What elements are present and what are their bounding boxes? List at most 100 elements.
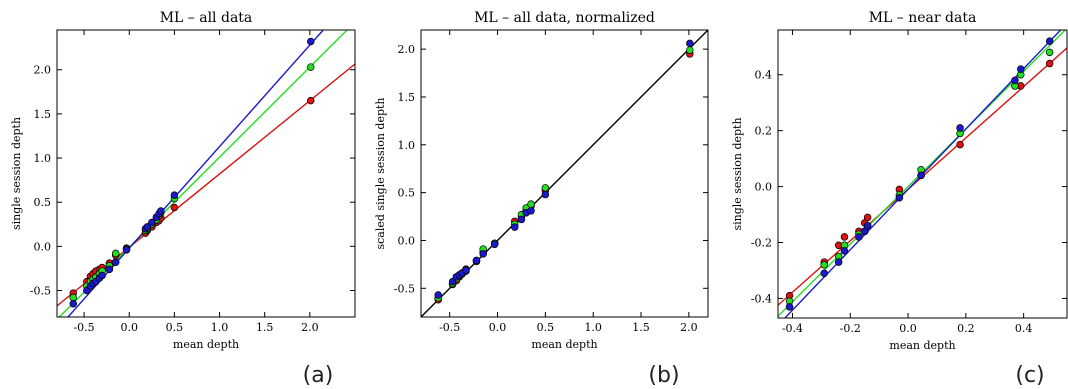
blue-data-point bbox=[785, 303, 794, 311]
x-tick-label: -0.5 bbox=[439, 321, 460, 334]
green-data-point bbox=[307, 63, 315, 71]
x-tick-label: 2.0 bbox=[680, 321, 698, 334]
panel-label: (b) bbox=[648, 363, 679, 388]
y-tick-label: 2.0 bbox=[398, 43, 416, 56]
plot-area bbox=[57, 30, 355, 317]
chart-title: ML – near data bbox=[869, 10, 977, 26]
blue-data-point bbox=[98, 271, 106, 280]
x-tick-label: 1.5 bbox=[256, 321, 274, 334]
y-tick-label: 1.5 bbox=[398, 91, 416, 104]
blue-data-point bbox=[840, 247, 849, 255]
x-tick-label: 0.5 bbox=[166, 321, 184, 334]
blue-data-point bbox=[69, 300, 78, 308]
x-tick-label: 0.2 bbox=[957, 322, 975, 335]
y-axis-label: single session depth bbox=[10, 117, 23, 230]
x-tick-label: 0.0 bbox=[899, 322, 917, 335]
blue-data-point bbox=[143, 223, 152, 231]
x-tick-label: 0.5 bbox=[537, 321, 555, 334]
blue-data-point bbox=[527, 207, 535, 215]
blue-data-point bbox=[479, 250, 487, 258]
green-data-point bbox=[686, 46, 694, 54]
plot-frame bbox=[777, 29, 1068, 319]
y-tick-label: -0.4 bbox=[751, 292, 772, 305]
red-data-point bbox=[863, 213, 872, 222]
blue-fit-line bbox=[67, 30, 325, 317]
y-tick-label: 0.0 bbox=[755, 181, 773, 194]
green-data-point bbox=[527, 200, 535, 208]
red-data-point bbox=[840, 233, 849, 241]
blue-data-point bbox=[895, 194, 904, 202]
blue-data-point bbox=[462, 266, 470, 274]
x-tick-label: 1.0 bbox=[584, 321, 602, 334]
x-tick-label: 0.0 bbox=[489, 321, 507, 334]
blue-data-point bbox=[686, 39, 694, 48]
blue-data-point bbox=[511, 223, 519, 231]
green-data-point bbox=[111, 249, 120, 258]
blue-data-point bbox=[307, 37, 315, 46]
blue-data-point bbox=[434, 291, 442, 299]
y-tick-label: -0.5 bbox=[394, 282, 415, 295]
x-tick-label: 1.5 bbox=[632, 321, 650, 334]
blue-data-point bbox=[111, 258, 120, 266]
blue-data-point bbox=[105, 265, 114, 274]
blue-data-point bbox=[148, 218, 156, 227]
blue-data-point bbox=[956, 124, 964, 132]
blue-data-point bbox=[490, 240, 499, 249]
blue-data-point bbox=[855, 233, 863, 241]
blue-data-point bbox=[1045, 37, 1054, 45]
blue-data-point bbox=[170, 191, 179, 199]
y-tick-label: 0.5 bbox=[34, 196, 52, 209]
red-data-point bbox=[1045, 59, 1054, 68]
blue-data-point bbox=[917, 171, 925, 180]
y-tick-label: 0.4 bbox=[755, 69, 773, 82]
red-data-point bbox=[307, 96, 315, 105]
y-tick-label: 0.0 bbox=[398, 234, 416, 247]
x-tick-label: 0.4 bbox=[1015, 322, 1033, 335]
y-tick-label: 1.0 bbox=[34, 152, 52, 165]
y-tick-label: 1.5 bbox=[34, 108, 52, 121]
plot-area bbox=[421, 30, 708, 317]
x-axis-label: mean depth bbox=[173, 338, 239, 351]
x-axis-label: mean depth bbox=[889, 339, 955, 352]
y-tick-label: -0.2 bbox=[751, 237, 772, 250]
panel-3: ML – near data -0.4 -0.2 0.0 0.2 0.4 -0.4 -0.2 0… bbox=[731, 10, 1068, 388]
x-tick-label: -0.4 bbox=[782, 322, 803, 335]
panel-label: (c) bbox=[1015, 363, 1044, 388]
y-tick-label: -0.5 bbox=[30, 285, 51, 298]
y-tick-label: 1.0 bbox=[398, 139, 416, 152]
blue-data-point bbox=[157, 207, 165, 215]
chart-title: ML – all data bbox=[160, 10, 253, 26]
x-tick-label: -0.5 bbox=[73, 321, 94, 334]
green-data-point bbox=[820, 261, 828, 269]
plot-frame bbox=[56, 29, 356, 318]
chart-title: ML – all data, normalized bbox=[474, 10, 655, 26]
blue-data-point bbox=[863, 221, 872, 230]
red-data-point bbox=[170, 203, 179, 212]
blue-data-point bbox=[834, 258, 843, 266]
blue-data-point bbox=[1017, 65, 1025, 73]
plot-frame bbox=[420, 29, 709, 318]
green-data-point bbox=[541, 184, 550, 192]
y-tick-label: 2.0 bbox=[34, 64, 52, 77]
green-data-point bbox=[69, 293, 78, 302]
x-tick-label: -0.2 bbox=[840, 322, 861, 335]
red-data-point bbox=[956, 140, 964, 149]
plot-area bbox=[778, 30, 1067, 318]
y-axis-label: scaled single session depth bbox=[374, 97, 387, 249]
panel-1: ML – all data -0.5 0.0 0.5 1.0 1.5 2.0 -0.5 0.0 0… bbox=[10, 10, 356, 388]
x-tick-label: 2.0 bbox=[301, 321, 319, 334]
blue-data-point bbox=[1011, 76, 1019, 85]
panel-label: (a) bbox=[303, 363, 334, 388]
blue-data-point bbox=[517, 215, 526, 224]
blue-data-point bbox=[472, 256, 481, 265]
x-tick-label: 1.0 bbox=[211, 321, 229, 334]
y-tick-label: 0.5 bbox=[398, 187, 416, 200]
x-tick-label: 0.0 bbox=[120, 321, 138, 334]
blue-data-point bbox=[820, 269, 828, 278]
panel-2: ML – all data, normalized -0.5 0.0 0.5 1.0 1.… bbox=[374, 10, 709, 388]
blue-data-point bbox=[122, 246, 131, 254]
blue-data-point bbox=[541, 190, 550, 199]
y-axis-label: single session depth bbox=[731, 117, 744, 230]
x-axis-label: mean depth bbox=[531, 338, 597, 351]
